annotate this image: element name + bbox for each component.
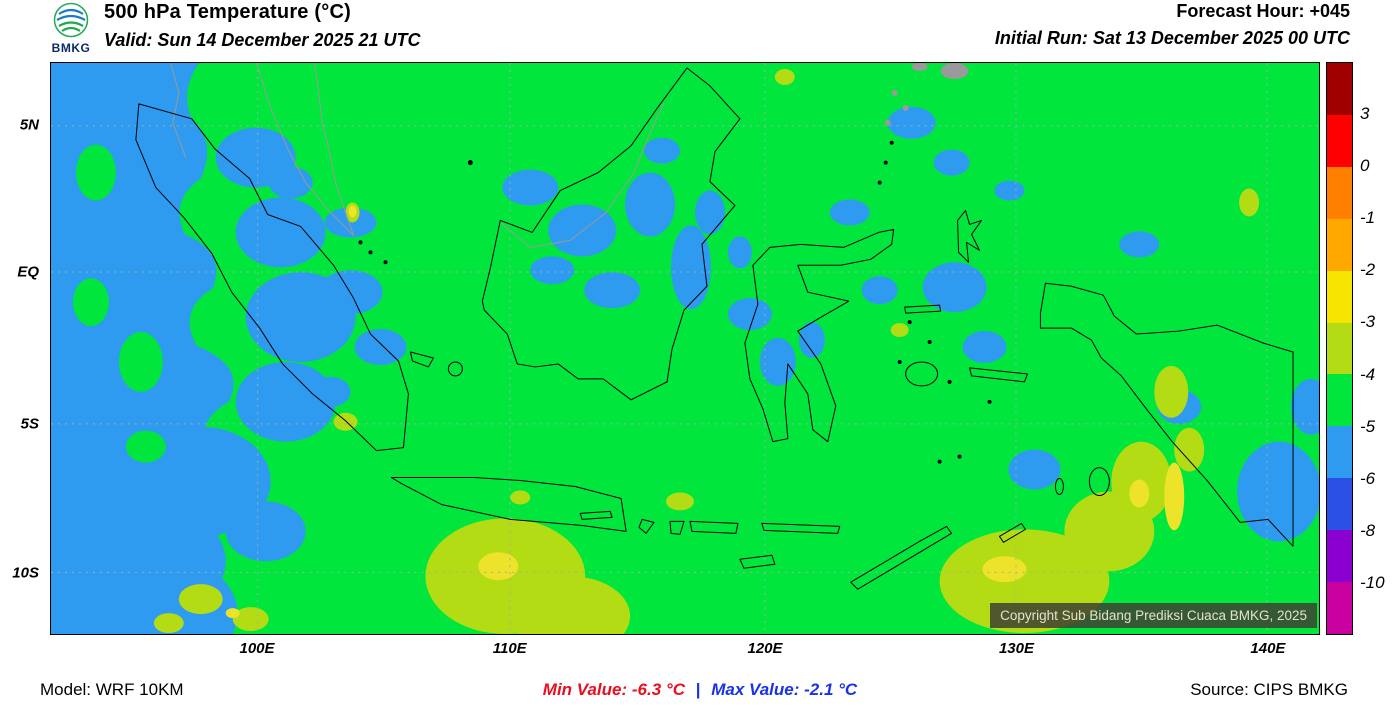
bmkg-logo: BMKG: [46, 2, 96, 54]
temperature-field-layer: [51, 63, 1319, 634]
colorbar-label: -3: [1360, 312, 1376, 332]
foreign-coastline-layer: [170, 63, 969, 248]
bmkg-logo-icon: [53, 2, 89, 38]
colorbar-segment: [1327, 218, 1352, 271]
colorbar-label: -1: [1360, 208, 1376, 228]
title-block: 500 hPa Temperature (°C) Valid: Sun 14 D…: [104, 1, 420, 51]
bmkg-logo-label: BMKG: [51, 41, 91, 55]
x-tick-label: 100E: [239, 640, 275, 657]
max-value-label: Max Value: -2.1 °C: [711, 680, 858, 699]
footer: Model: WRF 10KM Min Value: -6.3 °C | Max…: [0, 678, 1400, 704]
x-tick-label: 130E: [998, 640, 1034, 657]
gridlines-layer: [51, 63, 1319, 634]
x-tick-label: 110E: [492, 640, 527, 657]
x-tick-label: 120E: [747, 640, 783, 657]
colorbar-segment: [1327, 582, 1352, 634]
colorbar-label: -10: [1360, 572, 1385, 592]
map-canvas: [51, 63, 1319, 634]
minmax-separator: |: [695, 680, 701, 699]
min-value-label: Min Value: -6.3 °C: [542, 680, 685, 699]
forecast-hour-label: Forecast Hour: +045: [1176, 1, 1350, 21]
initial-run-label: Initial Run: Sat 13 December 2025 00 UTC: [994, 28, 1350, 48]
copyright-strip: Copyright Sub Bidang Prediksi Cuaca BMKG…: [990, 603, 1317, 628]
colorbar-label: 3: [1360, 104, 1370, 124]
valid-time-label: Valid: Sun 14 December 2025 21 UTC: [104, 30, 421, 50]
colorbar-segment: [1327, 426, 1352, 479]
y-tick-label: 5S: [20, 415, 39, 433]
colorbar-segment: [1327, 114, 1352, 167]
colorbar-label: -8: [1360, 520, 1376, 540]
y-tick-label: 5N: [19, 116, 39, 134]
y-axis: 5N EQ 5S 10S: [0, 62, 46, 635]
header: BMKG 500 hPa Temperature (°C) Valid: Sun…: [0, 0, 1400, 60]
colorbar-label: 0: [1360, 156, 1370, 176]
y-tick-label: 10S: [12, 564, 39, 582]
run-info-block: Forecast Hour: +045 Initial Run: Sat 13 …: [995, 1, 1350, 49]
source-label: Source: CIPS BMKG: [1190, 680, 1348, 699]
minmax-label: Min Value: -6.3 °C | Max Value: -2.1 °C: [0, 680, 1400, 700]
x-axis: 100E 110E 120E 130E 140E: [50, 640, 1320, 662]
colorbar-label: -6: [1360, 468, 1376, 488]
page-title: 500 hPa Temperature (°C): [104, 1, 351, 23]
colorbar-segment: [1327, 322, 1352, 375]
model-label: Model: WRF 10KM: [40, 680, 184, 699]
colorbar-label: -4: [1360, 364, 1376, 384]
y-tick-label: EQ: [17, 263, 39, 281]
colorbar-label: -2: [1360, 260, 1376, 280]
colorbar-segment: [1327, 63, 1352, 115]
colorbar-segment: [1327, 270, 1352, 323]
coastline-layer: [135, 67, 1294, 590]
colorbar: [1326, 62, 1353, 635]
colorbar-labels: 3 0 -1 -2 -3 -4 -5 -6 -8 -10: [1360, 62, 1400, 635]
colorbar-segment: [1327, 530, 1352, 583]
map-panel: Copyright Sub Bidang Prediksi Cuaca BMKG…: [50, 62, 1320, 635]
colorbar-segment: [1327, 166, 1352, 219]
colorbar-segment: [1327, 478, 1352, 531]
x-tick-label: 140E: [1250, 640, 1286, 657]
colorbar-label: -5: [1360, 416, 1376, 436]
colorbar-segment: [1327, 374, 1352, 427]
